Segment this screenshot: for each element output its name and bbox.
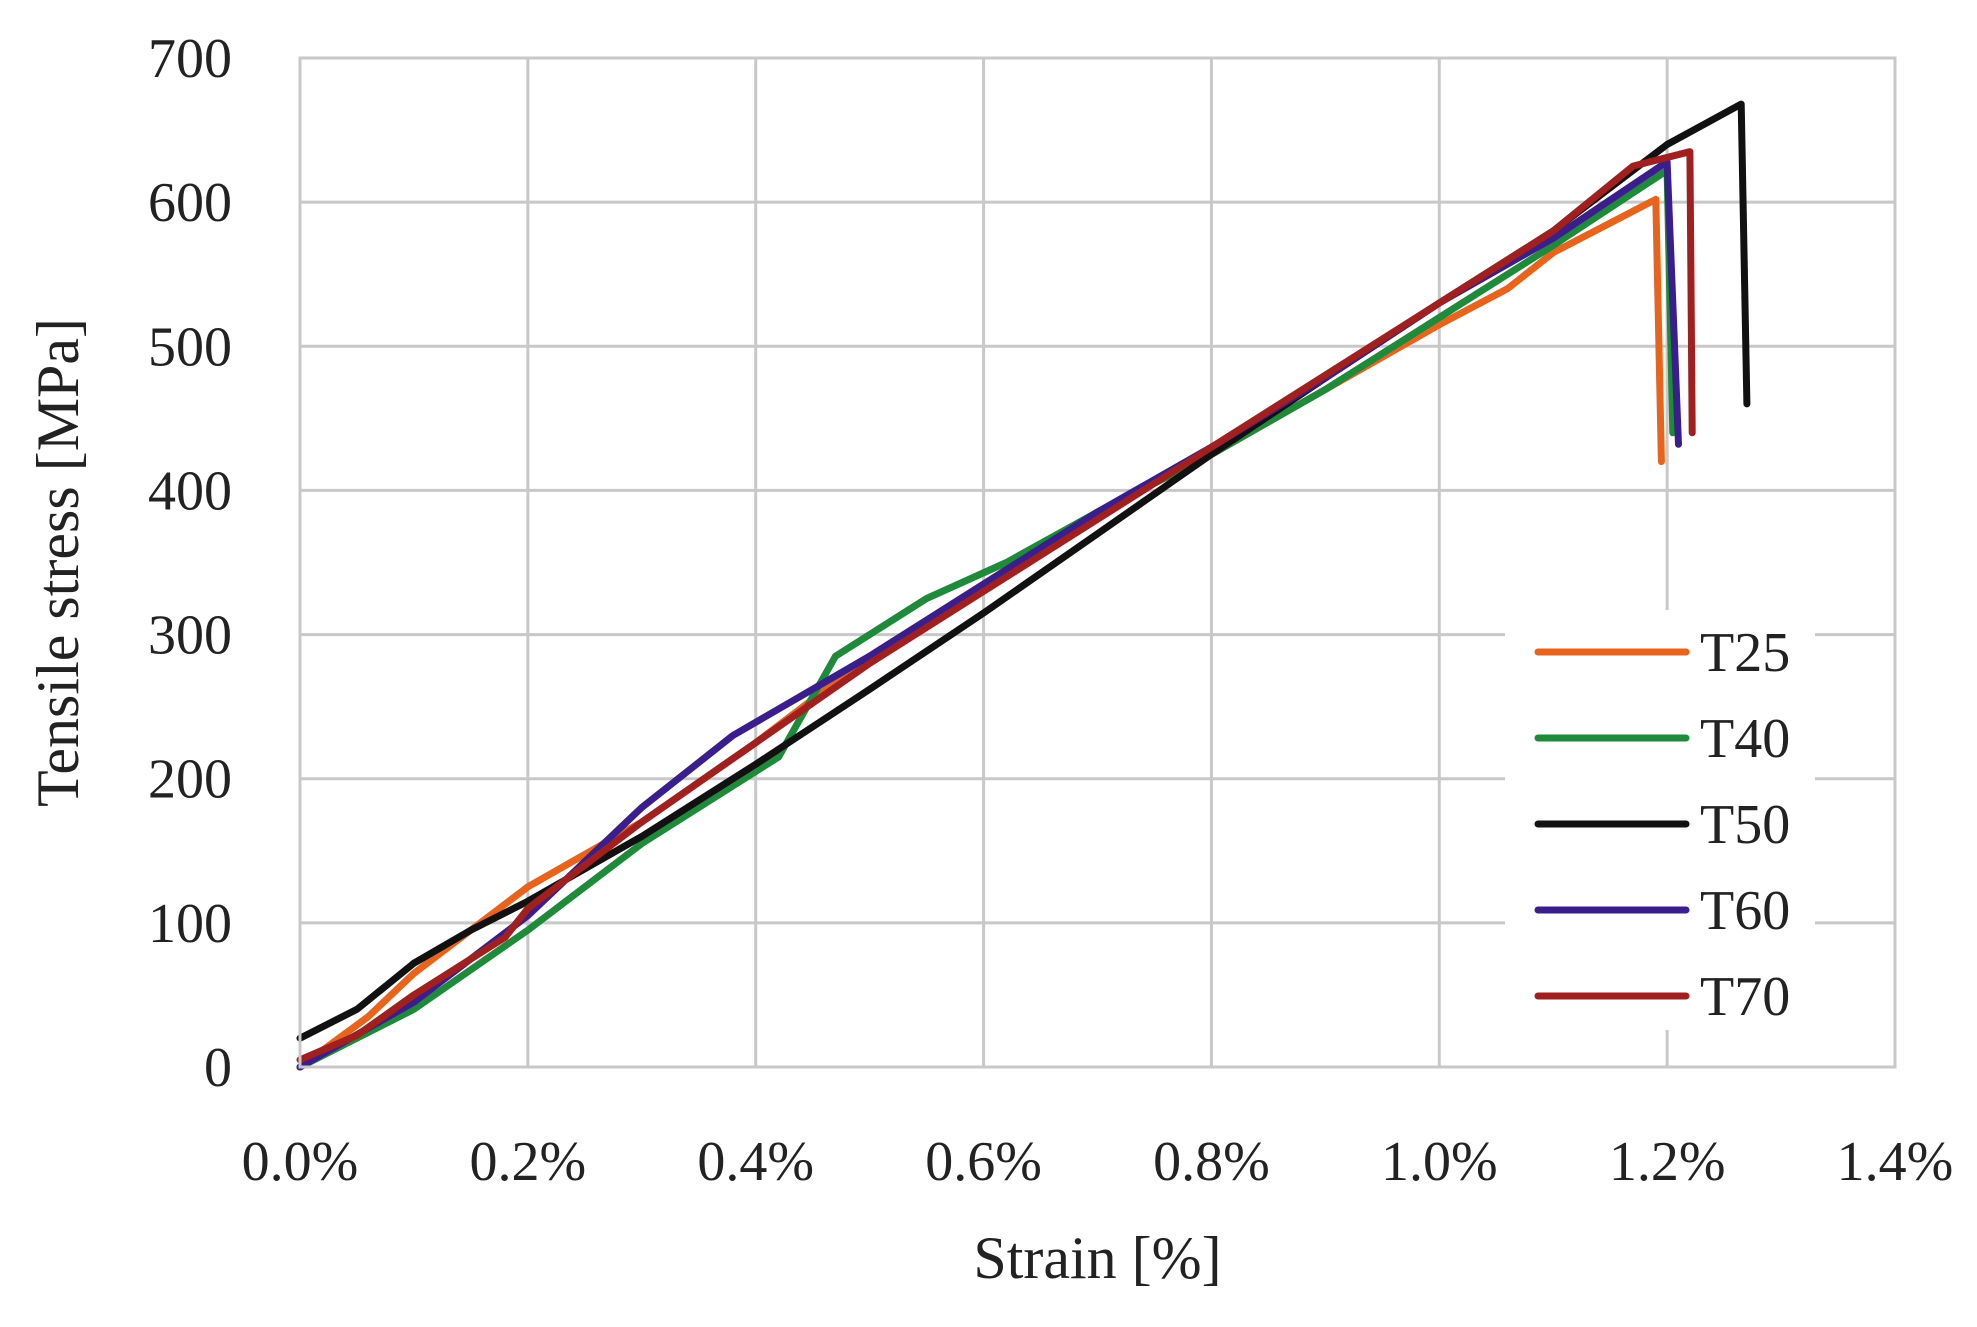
- y-tick-label: 100: [148, 893, 232, 955]
- y-tick-label: 400: [148, 460, 232, 522]
- legend-label-t50: T50: [1700, 794, 1790, 856]
- y-tick-label: 0: [204, 1037, 232, 1099]
- plot-area-frame: [298, 56, 1897, 1069]
- y-tick-labels: 0 100 200 300 400 500 600 700: [148, 28, 232, 1099]
- legend-label-t40: T40: [1700, 708, 1790, 770]
- legend: T25 T40 T50 T60 T70: [1534, 622, 1790, 1028]
- y-tick-label: 200: [148, 749, 232, 811]
- series-line-t40: [296, 166, 1677, 1071]
- x-tick-label: 0.2%: [470, 1131, 587, 1193]
- x-tick-label: 0.0%: [242, 1131, 359, 1193]
- x-tick-label: 0.4%: [697, 1131, 814, 1193]
- x-tick-label: 0.8%: [1153, 1131, 1270, 1193]
- legend-background: [1505, 610, 1815, 1030]
- y-tick-label: 700: [148, 28, 232, 90]
- y-tick-label: 500: [148, 316, 232, 378]
- x-tick-label: 1.2%: [1609, 1131, 1726, 1193]
- legend-label-t60: T60: [1700, 880, 1790, 942]
- series-line-t70: [296, 148, 1696, 1064]
- x-tick-label: 0.6%: [925, 1131, 1042, 1193]
- x-tick-label: 1.4%: [1837, 1131, 1954, 1193]
- x-tick-labels: 0.0% 0.2% 0.4% 0.6% 0.8% 1.0% 1.2% 1.4%: [242, 1131, 1954, 1193]
- y-tick-label: 600: [148, 172, 232, 234]
- x-tick-label: 1.0%: [1381, 1131, 1498, 1193]
- series-group: [296, 100, 1751, 1071]
- y-axis-label: Tensile stress [MPa]: [25, 318, 91, 807]
- legend-label-t25: T25: [1700, 622, 1790, 684]
- legend-label-t70: T70: [1700, 966, 1790, 1028]
- y-tick-label: 300: [148, 605, 232, 667]
- x-axis-label: Strain [%]: [973, 1225, 1221, 1291]
